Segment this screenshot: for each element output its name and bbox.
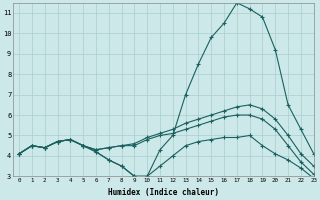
X-axis label: Humidex (Indice chaleur): Humidex (Indice chaleur): [108, 188, 219, 197]
